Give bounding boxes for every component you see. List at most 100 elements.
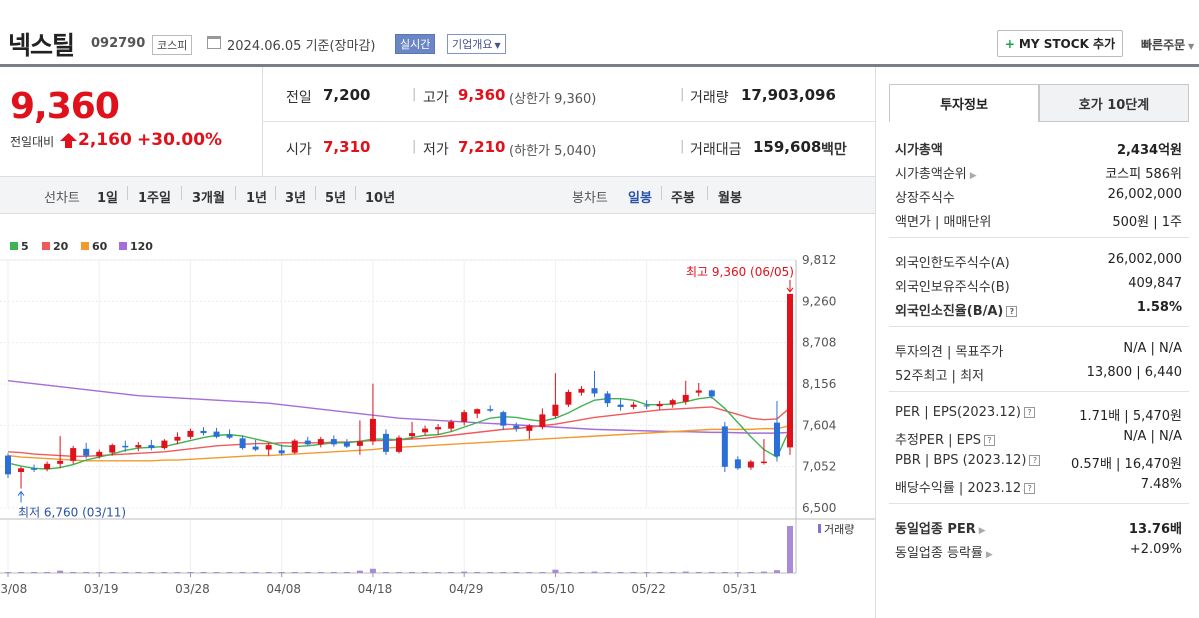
info-row-foreign-limit: 외국인한도주식수(A) 26,002,000 — [895, 252, 1182, 271]
amount-value: 159,608 — [753, 138, 822, 156]
volume-bar — [617, 572, 624, 573]
up-arrow-icon — [60, 133, 77, 148]
info-row-pbr: PBR | BPS (2023.12)? 0.57배 | 16,470원 — [895, 453, 1182, 472]
tab-invest-info[interactable]: 투자정보 — [889, 84, 1039, 122]
x-tick-label: 05/31 — [723, 582, 758, 596]
chevron-right-icon: ▶ — [969, 171, 977, 181]
amount-unit: 백만 — [821, 142, 847, 158]
volume-bar — [487, 572, 494, 573]
chevron-down-icon: ▼ — [1185, 42, 1195, 51]
volume-bar — [708, 572, 715, 573]
open-label: 시가 — [286, 142, 312, 158]
volume-bar — [265, 572, 272, 573]
candle-body — [239, 438, 246, 449]
info-row-sector-change[interactable]: 동일업종 등락률 ▶ +2.09% — [895, 542, 1182, 561]
volume-value: 17,903,096 — [741, 86, 836, 104]
x-tick-label: 04/29 — [449, 582, 484, 596]
legend-ma120: 120 — [119, 240, 153, 253]
info-row-dividend: 배당수익률 | 2023.12? 7.48% — [895, 477, 1182, 496]
period-3m[interactable]: 3개월 — [192, 191, 225, 206]
volume-bar — [539, 572, 546, 573]
ma5-line — [7, 396, 791, 470]
candle-body — [409, 433, 416, 437]
period-1y[interactable]: 1년 — [246, 191, 268, 206]
change-percent: +30.00% — [137, 130, 223, 150]
info-divider — [889, 237, 1189, 238]
period-1d[interactable]: 1일 — [97, 191, 119, 206]
company-overview-label: 기업개요 — [452, 38, 493, 51]
period-10y[interactable]: 10년 — [365, 191, 396, 206]
volume-bar — [304, 572, 311, 573]
volume-bar — [278, 572, 285, 573]
volume-bar — [330, 572, 337, 573]
volume-bar — [721, 572, 728, 573]
chevron-down-icon: ▼ — [494, 41, 501, 50]
volume-bar — [591, 571, 598, 573]
volume-bar — [630, 572, 637, 573]
separator: | — [412, 139, 417, 154]
volume-bar — [200, 572, 207, 573]
help-icon[interactable]: ? — [1029, 455, 1041, 466]
volume-bar — [760, 571, 767, 573]
volume-bar — [5, 572, 11, 573]
help-icon[interactable]: ? — [1023, 407, 1035, 418]
volume-legend-swatch — [818, 524, 821, 533]
candle-body — [708, 390, 715, 397]
candle-body — [252, 446, 259, 450]
info-row-sector-per[interactable]: 동일업종 PER ▶ 13.76배 — [895, 522, 1182, 537]
help-icon[interactable]: ? — [983, 435, 995, 446]
info-row-marketcap-rank[interactable]: 시가총액순위 ▶ 코스피 586위 — [895, 167, 1182, 182]
candle-chart-label: 봉차트 — [572, 191, 608, 206]
realtime-tag[interactable]: 실시간 — [395, 34, 436, 54]
period-1w[interactable]: 1주일 — [138, 191, 171, 206]
candle-body — [330, 439, 337, 445]
candlestick-chart: 9,812 9,260 8,708 8,156 7,604 7,052 6,500 03/08… — [0, 253, 875, 596]
candle-body — [18, 468, 25, 473]
candle-body — [187, 430, 194, 437]
high-value: 9,360 — [458, 86, 506, 104]
candle-weekly[interactable]: 주봉 — [671, 191, 695, 206]
volume-bar — [682, 571, 689, 573]
candle-daily[interactable]: 일봉 — [628, 191, 652, 206]
x-tick-label: 03/08 — [0, 582, 27, 596]
candle-body — [174, 436, 181, 441]
volume-bar — [44, 572, 51, 573]
quick-order-label: 빠른주문 — [1141, 38, 1186, 52]
volume-bar — [604, 572, 611, 573]
x-tick-label: 04/18 — [358, 582, 393, 596]
help-icon[interactable]: ? — [1006, 306, 1018, 317]
tab-orderbook[interactable]: 호가 10단계 — [1039, 84, 1189, 122]
candle-body — [578, 388, 585, 393]
info-row-52week: 52주최고 | 최저 13,800 | 6,440 — [895, 365, 1182, 384]
volume-bar — [396, 572, 402, 573]
period-5y[interactable]: 5년 — [325, 191, 347, 206]
candle-body — [396, 437, 402, 452]
info-row-foreign-ratio: 외국인소진율(B/A)? 1.58% — [895, 300, 1182, 319]
candle-body — [721, 426, 728, 467]
volume-bar — [552, 569, 559, 573]
quick-order-button[interactable]: 빠른주문 ▼ — [1141, 36, 1194, 53]
lower-limit: (하한가 5,040) — [509, 144, 597, 159]
info-row-est-per: 추정PER | EPS? N/A | N/A — [895, 429, 1182, 448]
candle-monthly[interactable]: 월봉 — [718, 191, 742, 206]
help-icon[interactable]: ? — [1024, 483, 1036, 494]
add-mystock-button[interactable]: + MY STOCK 추가 — [997, 30, 1123, 57]
candle-body — [487, 409, 494, 411]
y-tick-label: 6,500 — [802, 501, 836, 515]
tab-baseline — [1039, 121, 1189, 122]
candle-body — [226, 434, 233, 438]
info-row-per: PER | EPS(2023.12)? 1.71배 | 5,470원 — [895, 405, 1182, 424]
volume-bar — [291, 572, 298, 573]
low-label: 저가 — [423, 142, 449, 158]
line-chart-label: 선차트 — [44, 191, 80, 206]
volume-bar — [109, 572, 116, 573]
summary-row-divider — [262, 121, 875, 122]
candle-body — [265, 445, 272, 450]
panel-divider — [875, 67, 876, 618]
volume-bar — [148, 572, 155, 573]
add-mystock-label: MY STOCK 추가 — [1018, 37, 1116, 51]
period-3y[interactable]: 3년 — [285, 191, 307, 206]
amount-label: 거래대금 — [690, 142, 742, 158]
company-overview-dropdown[interactable]: 기업개요 ▼ — [447, 34, 506, 54]
candle-body — [422, 428, 429, 433]
